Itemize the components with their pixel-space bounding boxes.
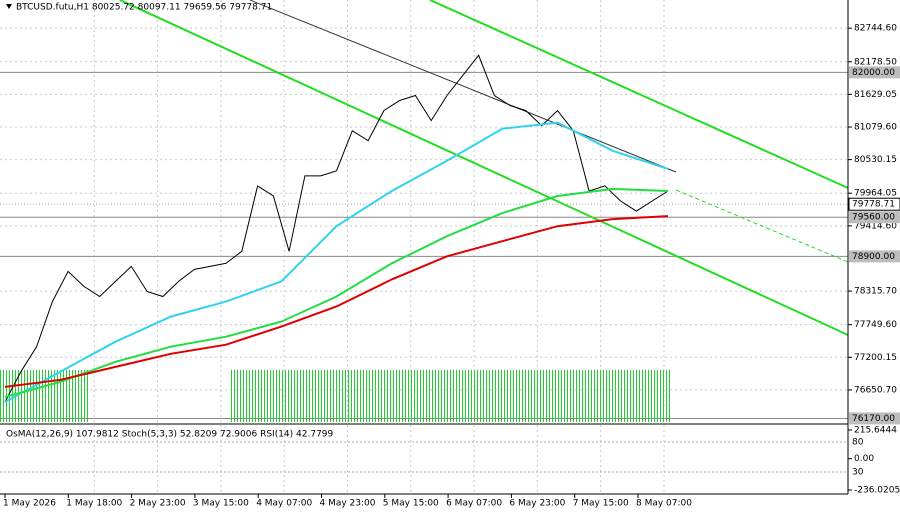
x-tick-label: 6 May 07:00 xyxy=(446,499,502,509)
x-tick-label: 7 May 15:00 xyxy=(573,499,629,509)
indicator-tick-label: -236.0205 xyxy=(854,486,900,496)
level-label-box xyxy=(849,412,900,425)
y-tick-label: 81079.60 xyxy=(854,122,897,132)
stoch-level-label: 80 xyxy=(852,438,864,448)
level-label-box xyxy=(849,211,900,224)
indicator-tick-label: 215.6444 xyxy=(854,426,897,436)
title-icon xyxy=(6,4,12,9)
histogram-band xyxy=(230,370,672,422)
y-tick-label: 79964.05 xyxy=(854,189,897,199)
y-tick-label: 82178.50 xyxy=(854,57,897,67)
x-tick-label: 6 May 23:00 xyxy=(509,499,565,509)
y-tick-label: 82744.60 xyxy=(854,24,897,34)
price-label: 79778.71 xyxy=(852,200,895,210)
y-tick-label: 80530.15 xyxy=(854,155,897,165)
x-tick-label: 8 May 07:00 xyxy=(636,499,692,509)
chart-title: BTCUSD.futu,H1 80025.72 80097.11 79659.5… xyxy=(16,3,272,13)
level-label-box xyxy=(849,66,900,79)
x-tick-label: 3 May 15:00 xyxy=(193,499,249,509)
moving-average xyxy=(4,121,669,403)
price-line-series xyxy=(4,54,669,403)
level-label: 82000.00 xyxy=(852,68,895,78)
y-tick-label: 79414.60 xyxy=(854,221,897,231)
channel-line xyxy=(429,0,849,189)
y-tick-label: 77749.60 xyxy=(854,320,897,330)
y-tick-label: 76650.70 xyxy=(854,385,897,395)
stoch-level-label: 30 xyxy=(852,468,864,478)
moving-average xyxy=(4,215,669,388)
histogram-band xyxy=(0,370,90,422)
x-tick-label: 1 May 18:00 xyxy=(66,499,122,509)
x-tick-label: 4 May 23:00 xyxy=(320,499,376,509)
level-label: 78900.00 xyxy=(852,252,895,262)
moving-average xyxy=(4,187,669,398)
x-tick-label: 1 May 2026 xyxy=(3,499,56,509)
indicator-tick-label: 0.00 xyxy=(854,454,874,464)
level-label: 79560.00 xyxy=(852,213,895,223)
x-tick-label: 4 May 07:00 xyxy=(256,499,312,509)
indicator-title: OsMA(12,26,9) 107.9812 Stoch(5,3,3) 52.8… xyxy=(6,430,334,440)
y-tick-label: 78315.70 xyxy=(854,287,897,297)
x-tick-label: 5 May 15:00 xyxy=(383,499,439,509)
channel-extension xyxy=(675,189,849,263)
x-tick-label: 2 May 23:00 xyxy=(130,499,186,509)
level-label-box xyxy=(849,250,900,263)
trend-line xyxy=(249,0,677,173)
channel-line xyxy=(119,0,849,336)
price-label-box xyxy=(848,197,900,211)
y-tick-label: 77200.15 xyxy=(854,353,897,363)
y-tick-label: 81629.05 xyxy=(854,90,897,100)
level-label: 76170.00 xyxy=(852,414,895,424)
